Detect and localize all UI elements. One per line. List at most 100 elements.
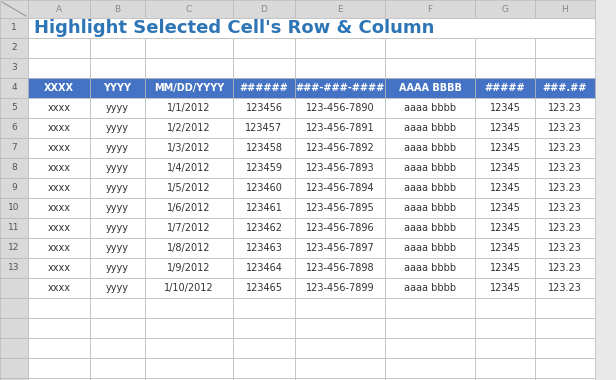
Bar <box>145 238 233 258</box>
Bar <box>145 198 233 218</box>
Text: 1: 1 <box>11 24 17 33</box>
Bar <box>385 58 475 78</box>
Bar <box>90 338 145 358</box>
Text: 1/5/2012: 1/5/2012 <box>167 183 211 193</box>
Text: 12345: 12345 <box>490 183 521 193</box>
Text: 123-456-7890: 123-456-7890 <box>306 103 375 113</box>
Bar <box>28 218 90 238</box>
Bar <box>0 298 28 318</box>
Bar <box>0 138 28 158</box>
Bar <box>535 198 595 218</box>
Text: 123-456-7895: 123-456-7895 <box>306 203 375 213</box>
Text: 123457: 123457 <box>245 123 283 133</box>
Bar <box>535 158 595 178</box>
Bar <box>145 378 233 380</box>
Bar <box>385 218 475 238</box>
Bar <box>475 278 535 298</box>
Bar <box>295 218 385 238</box>
Text: 123463: 123463 <box>246 243 283 253</box>
Bar <box>475 198 535 218</box>
Bar <box>0 78 28 98</box>
Bar <box>145 158 233 178</box>
Text: 11: 11 <box>8 223 20 233</box>
Text: 123.23: 123.23 <box>548 143 582 153</box>
Bar <box>0 218 28 238</box>
Text: 123-456-7897: 123-456-7897 <box>306 243 375 253</box>
Bar <box>90 138 145 158</box>
Bar <box>385 318 475 338</box>
Text: 12345: 12345 <box>490 103 521 113</box>
Bar <box>535 98 595 118</box>
Bar <box>233 38 295 58</box>
Bar <box>535 358 595 378</box>
Bar <box>233 318 295 338</box>
Bar <box>295 58 385 78</box>
Text: 12345: 12345 <box>490 223 521 233</box>
Bar <box>295 198 385 218</box>
Text: aaaa bbbb: aaaa bbbb <box>404 103 456 113</box>
Bar <box>535 298 595 318</box>
Bar <box>28 38 90 58</box>
Text: H: H <box>562 5 569 14</box>
Text: 123458: 123458 <box>246 143 283 153</box>
Text: 1/1/2012: 1/1/2012 <box>168 103 211 113</box>
Text: 123-456-7899: 123-456-7899 <box>306 283 375 293</box>
Bar <box>233 78 295 98</box>
Bar <box>90 178 145 198</box>
Bar <box>233 338 295 358</box>
Bar <box>475 0 535 18</box>
Text: 1/10/2012: 1/10/2012 <box>164 283 214 293</box>
Text: 12345: 12345 <box>490 263 521 273</box>
Bar <box>0 0 28 18</box>
Text: aaaa bbbb: aaaa bbbb <box>404 243 456 253</box>
Bar <box>233 178 295 198</box>
Text: xxxx: xxxx <box>47 123 70 133</box>
Text: Highlight Selected Cell's Row & Column: Highlight Selected Cell's Row & Column <box>34 19 434 37</box>
Bar <box>145 78 233 98</box>
Bar <box>145 318 233 338</box>
Bar <box>233 358 295 378</box>
Bar <box>475 298 535 318</box>
Bar <box>475 58 535 78</box>
Text: aaaa bbbb: aaaa bbbb <box>404 283 456 293</box>
Text: 1/3/2012: 1/3/2012 <box>168 143 211 153</box>
Bar <box>385 238 475 258</box>
Text: 12345: 12345 <box>490 143 521 153</box>
Bar <box>233 278 295 298</box>
Text: 8: 8 <box>11 163 17 173</box>
Text: 123.23: 123.23 <box>548 203 582 213</box>
Bar <box>535 218 595 238</box>
Text: 9: 9 <box>11 184 17 193</box>
Bar <box>385 178 475 198</box>
Bar <box>295 118 385 138</box>
Text: xxxx: xxxx <box>47 223 70 233</box>
Bar <box>233 378 295 380</box>
Bar <box>385 378 475 380</box>
Bar <box>535 0 595 18</box>
Bar <box>475 38 535 58</box>
Bar <box>145 338 233 358</box>
Bar <box>0 158 28 178</box>
Bar <box>385 198 475 218</box>
Bar <box>295 358 385 378</box>
Text: XXXX: XXXX <box>44 83 74 93</box>
Text: 3: 3 <box>11 63 17 73</box>
Bar <box>535 118 595 138</box>
Bar <box>90 278 145 298</box>
Text: ###-###-####: ###-###-#### <box>296 83 384 93</box>
Text: 123.23: 123.23 <box>548 263 582 273</box>
Bar <box>233 198 295 218</box>
Bar <box>475 138 535 158</box>
Bar <box>535 178 595 198</box>
Bar <box>28 358 90 378</box>
Bar <box>145 38 233 58</box>
Text: aaaa bbbb: aaaa bbbb <box>404 263 456 273</box>
Text: xxxx: xxxx <box>47 203 70 213</box>
Bar <box>233 98 295 118</box>
Text: MM/DD/YYYY: MM/DD/YYYY <box>154 83 224 93</box>
Bar <box>28 78 90 98</box>
Text: B: B <box>115 5 121 14</box>
Bar <box>28 338 90 358</box>
Bar <box>28 198 90 218</box>
Text: 4: 4 <box>11 84 17 92</box>
